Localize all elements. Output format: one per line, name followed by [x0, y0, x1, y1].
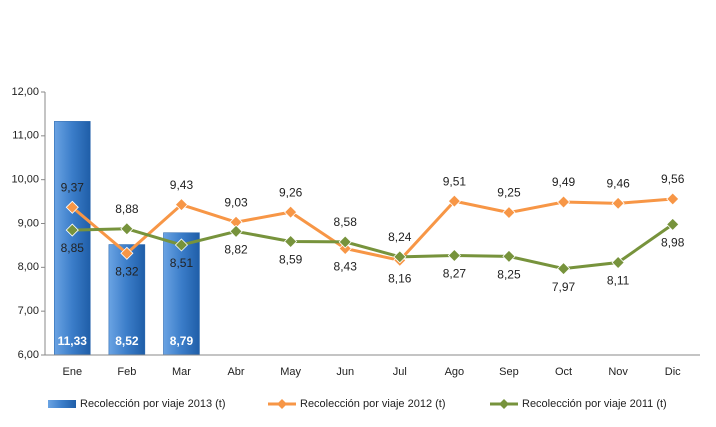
- x-tick-label: Oct: [555, 366, 572, 378]
- data-label: 8,79: [170, 334, 194, 348]
- marker: [393, 250, 407, 264]
- marker: [120, 246, 134, 260]
- marker: [556, 195, 571, 209]
- data-label: 8,59: [279, 253, 303, 267]
- marker: [666, 192, 680, 206]
- data-label: 8,88: [115, 202, 139, 216]
- data-label: 8,24: [388, 230, 412, 244]
- data-label: 8,82: [224, 243, 248, 257]
- data-label: 8,98: [661, 236, 685, 250]
- legend-label: Recolección por viaje 2013 (t): [80, 398, 226, 410]
- marker: [65, 223, 79, 237]
- data-label: 8,52: [115, 334, 139, 348]
- legend-label: Recolección por viaje 2012 (t): [300, 398, 446, 410]
- x-tick-label: Nov: [608, 366, 628, 378]
- x-tick-label: Dic: [665, 366, 681, 378]
- marker: [284, 205, 298, 219]
- data-label: 8,16: [388, 271, 412, 285]
- y-tick-label: 7,00: [18, 305, 39, 317]
- legend-swatch: [48, 400, 76, 408]
- bar: [163, 232, 200, 356]
- marker: [65, 200, 79, 214]
- x-tick-label: May: [280, 366, 301, 378]
- legend-marker: [499, 399, 509, 409]
- data-label: 9,49: [552, 175, 576, 189]
- x-tick-label: Feb: [117, 366, 136, 378]
- marker: [447, 248, 461, 263]
- marker: [174, 238, 189, 252]
- legend-label: Recolección por viaje 2011 (t): [522, 398, 667, 410]
- line: [72, 223, 674, 271]
- data-label: 9,26: [279, 185, 303, 199]
- x-tick-label: Sep: [499, 366, 519, 378]
- line: [71, 197, 673, 262]
- y-tick-label: 10,00: [11, 174, 39, 186]
- legend-marker: [277, 399, 287, 409]
- data-label: 9,56: [661, 172, 685, 186]
- data-label: 9,37: [61, 180, 85, 194]
- data-label: 9,51: [443, 174, 467, 188]
- y-tick-label: 6,00: [18, 349, 39, 361]
- marker: [666, 217, 680, 231]
- y-tick-label: 9,00: [18, 217, 39, 229]
- marker: [284, 234, 298, 249]
- data-label: 8,85: [61, 241, 85, 255]
- data-label: 8,25: [497, 268, 521, 282]
- marker: [229, 224, 243, 238]
- y-tick-label: 11,00: [12, 130, 39, 142]
- bar: [54, 121, 91, 356]
- marker: [611, 255, 625, 270]
- x-tick-label: Abr: [227, 366, 244, 378]
- marker: [447, 194, 461, 208]
- marker: [174, 198, 189, 212]
- marker: [338, 241, 352, 256]
- data-label: 8,27: [443, 267, 467, 281]
- marker: [502, 249, 516, 263]
- y-tick-label: 12,00: [11, 86, 39, 98]
- marker: [556, 262, 571, 276]
- data-label: 11,33: [58, 334, 88, 348]
- marker: [120, 222, 134, 236]
- data-label: 9,43: [170, 178, 194, 192]
- data-label: 8,43: [334, 260, 358, 274]
- x-tick-label: Jul: [393, 366, 407, 378]
- marker: [502, 205, 516, 220]
- x-tick-label: Jun: [336, 366, 354, 378]
- x-tick-label: Ago: [445, 366, 465, 378]
- x-tick-label: Ene: [63, 366, 83, 378]
- data-label: 8,51: [170, 256, 194, 270]
- x-tick-label: Mar: [172, 366, 191, 378]
- y-tick-label: 8,00: [18, 261, 39, 273]
- data-label: 8,11: [607, 274, 630, 288]
- data-label: 7,97: [552, 280, 576, 294]
- marker: [338, 235, 352, 249]
- data-label: 8,58: [334, 215, 358, 229]
- data-label: 9,25: [497, 186, 521, 200]
- data-label: 8,32: [115, 264, 139, 278]
- marker: [611, 196, 625, 210]
- data-label: 9,03: [224, 195, 248, 209]
- data-label: 9,46: [606, 177, 630, 191]
